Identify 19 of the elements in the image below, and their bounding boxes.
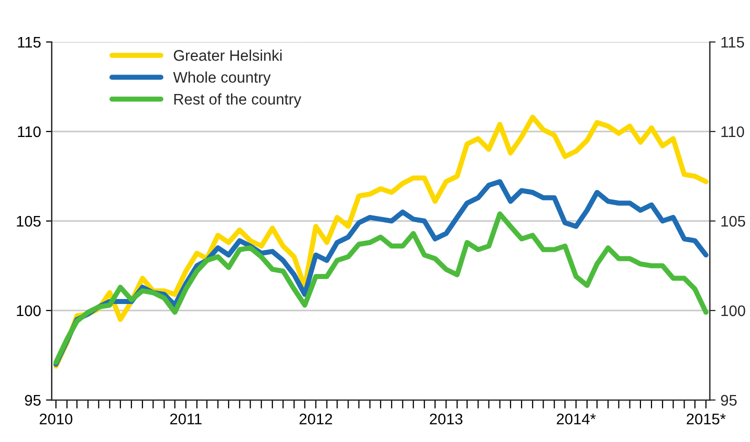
x-tick-label: 2012 bbox=[300, 414, 332, 424]
x-tick-label: 2011 bbox=[170, 414, 202, 424]
y2-tick-label: 100 bbox=[721, 305, 746, 316]
x-tick-label: 2014* bbox=[556, 414, 596, 424]
legend-label: Whole country bbox=[173, 72, 271, 86]
y2-tick-label: 110 bbox=[721, 126, 744, 138]
y-tick-label: 95 bbox=[24, 394, 41, 406]
x-tick-label: 2010 bbox=[40, 414, 72, 424]
y-tick-label: 105 bbox=[16, 216, 41, 227]
y-tick-label: 100 bbox=[16, 305, 41, 316]
y-tick-label: 115 bbox=[18, 37, 41, 48]
x-tick-label: 2015* bbox=[686, 414, 726, 424]
y-tick-label: 110 bbox=[18, 126, 41, 138]
legend-label: Greater Helsinki bbox=[174, 50, 282, 61]
x-tick-label: 2013 bbox=[430, 414, 462, 424]
y2-tick-label: 95 bbox=[721, 394, 737, 406]
y2-tick-label: 105 bbox=[721, 216, 746, 227]
legend-label: Rest of the country bbox=[174, 93, 302, 108]
y2-tick-label: 115 bbox=[721, 37, 744, 48]
